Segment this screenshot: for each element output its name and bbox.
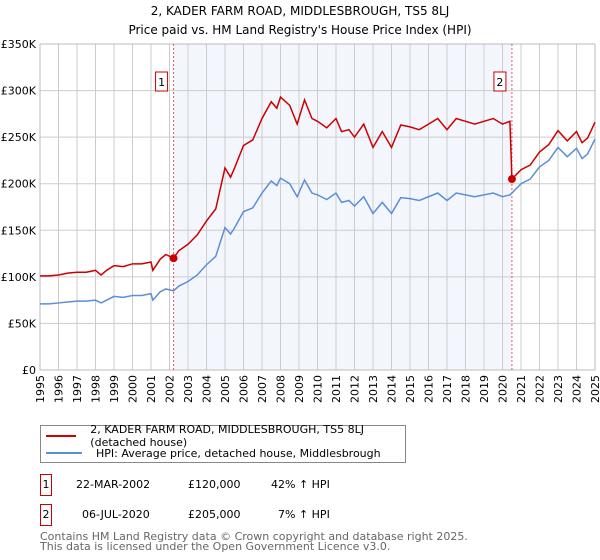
- x-tick-label: 2013: [367, 375, 380, 403]
- y-tick-label: £300K: [1, 85, 37, 98]
- x-tick-label: 1997: [71, 375, 84, 403]
- x-tick-label: 2012: [349, 375, 362, 403]
- x-tick-label: 2005: [219, 375, 232, 403]
- x-tick-label: 2025: [589, 375, 600, 403]
- legend-swatch-red: [46, 435, 77, 437]
- sale-label: 1: [158, 76, 165, 89]
- x-tick-label: 2021: [515, 375, 528, 403]
- y-tick-label: £100K: [1, 271, 37, 284]
- legend-label: 2, KADER FARM ROAD, MIDDLESBROUGH, TS5 8…: [90, 423, 364, 449]
- y-tick-label: £250K: [1, 131, 37, 144]
- transaction-price: £205,000: [188, 508, 241, 521]
- footer-copyright: Contains HM Land Registry data © Crown c…: [40, 530, 468, 543]
- x-tick-label: 2015: [404, 375, 417, 403]
- transaction-date: 22-MAR-2002: [76, 478, 151, 491]
- y-tick-label: £150K: [1, 224, 37, 237]
- x-tick-label: 2024: [571, 375, 584, 403]
- chart-title: 2, KADER FARM ROAD, MIDDLESBROUGH, TS5 8…: [151, 4, 450, 18]
- chart-subtitle: Price paid vs. HM Land Registry's House …: [128, 23, 471, 37]
- sale-point: [507, 175, 516, 184]
- x-tick-label: 2022: [534, 375, 547, 403]
- x-tick-label: 2004: [201, 375, 214, 403]
- plot-frame: [39, 43, 596, 371]
- x-tick-label: 2014: [386, 375, 399, 403]
- transaction-hpi: 42% ↑ HPI: [271, 478, 330, 491]
- legend-item-property: 2, KADER FARM ROAD, MIDDLESBROUGH, TS5 8…: [41, 423, 405, 449]
- x-tick-label: 2006: [238, 375, 251, 403]
- y-tick-label: £0: [22, 364, 36, 377]
- sale-point: [169, 254, 178, 263]
- x-tick-label: 2011: [330, 375, 343, 403]
- transaction-hpi: 7% ↑ HPI: [278, 508, 330, 521]
- footer-licence: This data is licensed under the Open Gov…: [40, 540, 391, 553]
- transaction-price: £120,000: [188, 478, 241, 491]
- x-tick-label: 2000: [127, 375, 140, 403]
- x-tick-label: 2009: [293, 375, 306, 403]
- legend-label: HPI: Average price, detached house, Midd…: [96, 446, 381, 460]
- legend: 2, KADER FARM ROAD, MIDDLESBROUGH, TS5 8…: [40, 423, 406, 463]
- x-tick-label: 2016: [423, 375, 436, 403]
- x-tick-label: 2001: [145, 375, 158, 403]
- legend-swatch-blue: [46, 452, 82, 454]
- sale-label-box: [155, 71, 169, 92]
- x-tick-label: 1999: [108, 375, 121, 403]
- transaction-row: 2 06-JUL-2020 £205,000 7% ↑ HPI: [40, 504, 440, 526]
- x-tick-label: 2008: [275, 375, 288, 403]
- sale-label-box: [493, 71, 507, 92]
- shaded-period: [173, 44, 512, 370]
- legend-item-hpi: HPI: Average price, detached house, Midd…: [41, 445, 381, 461]
- series-line-hpi: [40, 138, 596, 305]
- transaction-row: 1 22-MAR-2002 £120,000 42% ↑ HPI: [40, 474, 440, 496]
- x-tick-label: 2018: [460, 375, 473, 403]
- x-tick-label: 2002: [164, 375, 177, 403]
- y-tick-label: £50K: [8, 317, 37, 330]
- x-tick-label: 2020: [497, 375, 510, 403]
- x-tick-label: 2003: [182, 375, 195, 403]
- x-tick-label: 2017: [441, 375, 454, 403]
- transaction-marker: 2: [40, 504, 52, 526]
- series-line-property: [40, 95, 596, 277]
- x-tick-label: 2007: [256, 375, 269, 403]
- y-tick-label: £350K: [1, 38, 37, 51]
- price-chart: 2, KADER FARM ROAD, MIDDLESBROUGH, TS5 8…: [1, 4, 600, 403]
- y-tick-label: £200K: [1, 178, 37, 191]
- x-tick-label: 1995: [34, 375, 47, 403]
- x-tick-label: 2010: [312, 375, 325, 403]
- x-tick-label: 1996: [53, 375, 66, 403]
- transaction-marker: 1: [40, 474, 52, 496]
- x-tick-label: 2019: [478, 375, 491, 403]
- transaction-date: 06-JUL-2020: [82, 508, 150, 521]
- sale-label: 2: [496, 76, 503, 89]
- x-tick-label: 2023: [552, 375, 565, 403]
- x-tick-label: 1998: [90, 375, 103, 403]
